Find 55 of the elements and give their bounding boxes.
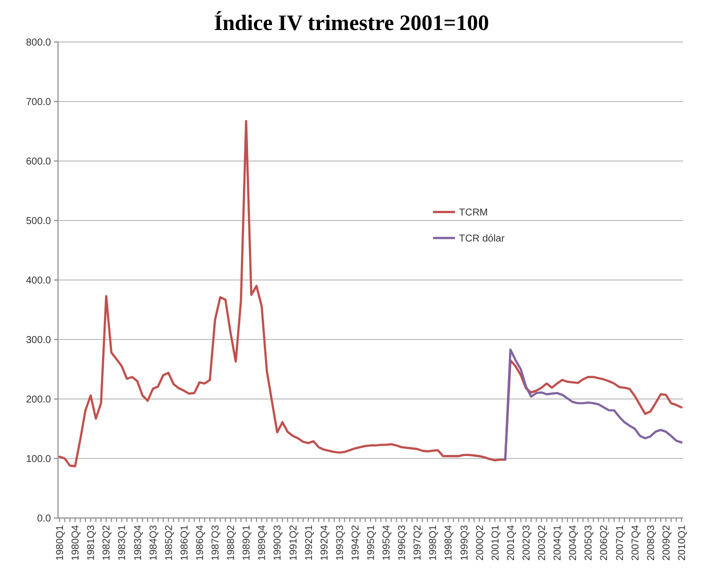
x-tick-label: 1986Q4 <box>194 524 206 561</box>
x-tick-label: 1998Q1 <box>428 524 440 561</box>
y-tick-label: 100.0 <box>26 454 52 465</box>
chart-title: Índice IV trimestre 2001=100 <box>214 10 490 35</box>
x-tick-label: 2008Q3 <box>646 524 657 561</box>
y-tick-label: 300.0 <box>26 335 52 346</box>
x-tick-label: 1989Q1 <box>242 524 253 561</box>
x-tick-label: 2001Q1 <box>490 524 502 561</box>
legend-label: TCR dólar <box>459 234 506 244</box>
x-tick-label: 1991Q2 <box>288 524 300 561</box>
x-tick-label: 1980Q1 <box>55 524 66 561</box>
legend-label: TCRM <box>459 208 488 218</box>
x-tick-label: 2002Q3 <box>521 524 532 561</box>
x-tick-label: 2010Q1 <box>676 524 688 561</box>
x-tick-label: 1994Q2 <box>350 524 362 561</box>
x-tick-label: 1987Q3 <box>210 524 222 561</box>
y-tick-label: 500.0 <box>26 216 52 227</box>
x-tick-label: 2004Q1 <box>552 524 564 561</box>
x-tick-label: 2007Q4 <box>630 524 642 561</box>
x-tick-label: 1983Q1 <box>117 524 128 561</box>
x-tick-label: 1982Q2 <box>102 524 113 561</box>
y-tick-label: 800.0 <box>26 38 52 48</box>
x-tick-label: 1986Q1 <box>179 524 190 561</box>
x-tick-label: 1995Q1 <box>366 524 377 561</box>
x-tick-label: 1980Q4 <box>70 524 82 561</box>
x-tick-label: 2003Q2 <box>537 524 548 561</box>
x-tick-label: 2005Q3 <box>584 524 595 561</box>
x-tick-label: 2004Q4 <box>568 524 580 561</box>
x-tick-label: 1999Q3 <box>459 524 470 561</box>
line-series <box>58 120 683 468</box>
x-tick-label: 2009Q2 <box>661 524 672 561</box>
x-tick-label: 1992Q1 <box>304 524 315 561</box>
x-tick-label: 2001Q4 <box>506 524 517 561</box>
y-tick-label: 600.0 <box>26 156 52 168</box>
x-tick-label: 1996Q3 <box>397 524 408 561</box>
x-tick-label: 2007Q1 <box>614 524 626 561</box>
x-tick-label: 1988Q2 <box>226 524 238 561</box>
x-tick-label: 1985Q2 <box>164 524 175 561</box>
y-tick-label: 0.0 <box>37 514 52 524</box>
x-tick-label: 1990Q3 <box>272 524 284 561</box>
x-tick-label: 1997Q2 <box>412 524 424 561</box>
x-tick-label: 1993Q3 <box>334 524 346 561</box>
y-tick-label: 200.0 <box>26 394 52 406</box>
x-tick-label: 1984Q3 <box>148 524 160 561</box>
x-tick-label: 2006Q2 <box>599 524 610 561</box>
x-tick-label: 1983Q4 <box>132 524 144 561</box>
x-tick-label: 2000Q2 <box>474 524 486 561</box>
y-tick-label: 700.0 <box>26 97 52 108</box>
x-tick-label: 1981Q3 <box>86 524 98 561</box>
x-tick-label: 1992Q4 <box>319 524 330 561</box>
line-series <box>504 348 683 461</box>
x-tick-label: 1989Q4 <box>257 524 268 561</box>
x-tick-label: 1995Q4 <box>382 524 393 561</box>
x-tick-label: 1998Q4 <box>444 524 455 561</box>
y-tick-label: 400.0 <box>26 276 52 286</box>
